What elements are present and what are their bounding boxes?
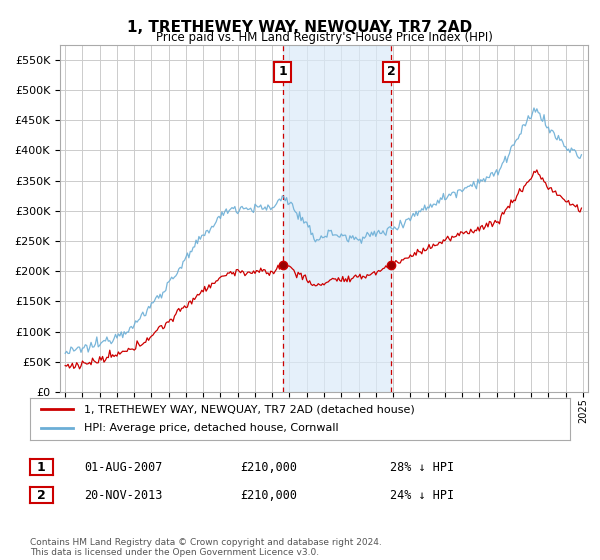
Text: 1: 1 xyxy=(278,66,287,78)
Text: 01-AUG-2007: 01-AUG-2007 xyxy=(84,461,163,474)
Text: 1, TRETHEWEY WAY, NEWQUAY, TR7 2AD: 1, TRETHEWEY WAY, NEWQUAY, TR7 2AD xyxy=(127,20,473,35)
Text: 20-NOV-2013: 20-NOV-2013 xyxy=(84,489,163,502)
Text: £210,000: £210,000 xyxy=(240,489,297,502)
Text: Contains HM Land Registry data © Crown copyright and database right 2024.
This d: Contains HM Land Registry data © Crown c… xyxy=(30,538,382,557)
Text: 1: 1 xyxy=(37,460,46,474)
Title: Price paid vs. HM Land Registry's House Price Index (HPI): Price paid vs. HM Land Registry's House … xyxy=(155,31,493,44)
Text: £210,000: £210,000 xyxy=(240,461,297,474)
Text: HPI: Average price, detached house, Cornwall: HPI: Average price, detached house, Corn… xyxy=(84,423,338,433)
Text: 2: 2 xyxy=(37,488,46,502)
Text: 24% ↓ HPI: 24% ↓ HPI xyxy=(390,489,454,502)
Bar xyxy=(283,45,391,392)
Text: 1, TRETHEWEY WAY, NEWQUAY, TR7 2AD (detached house): 1, TRETHEWEY WAY, NEWQUAY, TR7 2AD (deta… xyxy=(84,404,415,414)
Text: 2: 2 xyxy=(387,66,395,78)
Text: 28% ↓ HPI: 28% ↓ HPI xyxy=(390,461,454,474)
